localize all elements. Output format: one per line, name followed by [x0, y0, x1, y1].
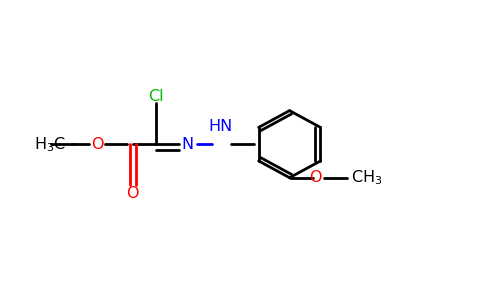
- Text: O: O: [309, 170, 322, 185]
- Text: N: N: [181, 137, 194, 152]
- Text: CH$_3$: CH$_3$: [351, 168, 383, 187]
- Text: HN: HN: [209, 119, 233, 134]
- Text: H$_3$C: H$_3$C: [34, 135, 66, 154]
- Text: O: O: [126, 186, 139, 201]
- Text: O: O: [91, 137, 103, 152]
- Text: Cl: Cl: [149, 88, 164, 104]
